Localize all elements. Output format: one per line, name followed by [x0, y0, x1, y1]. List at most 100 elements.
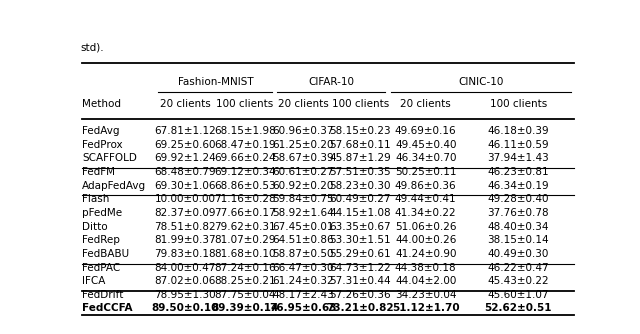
Text: 51.06±0.26: 51.06±0.26: [395, 222, 456, 232]
Text: 48.40±0.34: 48.40±0.34: [488, 222, 549, 232]
Text: 64.73±1.22: 64.73±1.22: [330, 263, 391, 273]
Text: 46.22±0.47: 46.22±0.47: [488, 263, 549, 273]
Text: 88.25±0.21: 88.25±0.21: [214, 276, 275, 286]
Text: AdapFedAvg: AdapFedAvg: [82, 181, 146, 191]
Text: 20 clients: 20 clients: [278, 99, 328, 109]
Text: 48.17±2.43: 48.17±2.43: [273, 290, 334, 300]
Text: 100 clients: 100 clients: [490, 99, 547, 109]
Text: 69.30±1.06: 69.30±1.06: [154, 181, 216, 191]
Text: 58.23±0.30: 58.23±0.30: [330, 181, 391, 191]
Text: 69.92±1.24: 69.92±1.24: [154, 154, 216, 164]
Text: 58.87±0.50: 58.87±0.50: [273, 249, 334, 259]
Text: FedBABU: FedBABU: [82, 249, 129, 259]
Text: 59.84±0.75: 59.84±0.75: [273, 194, 334, 204]
Text: 37.76±0.78: 37.76±0.78: [488, 208, 549, 218]
Text: 46.18±0.39: 46.18±0.39: [488, 126, 549, 136]
Text: 20 clients: 20 clients: [401, 99, 451, 109]
Text: 58.15±0.23: 58.15±0.23: [330, 126, 391, 136]
Text: 89.50±0.10: 89.50±0.10: [152, 303, 219, 313]
Text: 87.75±0.04: 87.75±0.04: [214, 290, 275, 300]
Text: 38.15±0.14: 38.15±0.14: [488, 235, 549, 245]
Text: 49.28±0.40: 49.28±0.40: [488, 194, 549, 204]
Text: 46.34±0.70: 46.34±0.70: [395, 154, 456, 164]
Text: FedCCFA: FedCCFA: [82, 303, 132, 313]
Text: std).: std).: [80, 43, 104, 53]
Text: 44.38±0.18: 44.38±0.18: [395, 263, 456, 273]
Text: 52.62±0.51: 52.62±0.51: [484, 303, 552, 313]
Text: 57.26±0.36: 57.26±0.36: [330, 290, 391, 300]
Text: 68.15±1.98: 68.15±1.98: [214, 126, 276, 136]
Text: Method: Method: [82, 99, 121, 109]
Text: 78.95±1.30: 78.95±1.30: [154, 290, 216, 300]
Text: Fashion-MNIST: Fashion-MNIST: [177, 77, 253, 88]
Text: CIFAR-10: CIFAR-10: [308, 77, 354, 88]
Text: 81.07±0.29: 81.07±0.29: [214, 235, 275, 245]
Text: 45.87±1.29: 45.87±1.29: [330, 154, 391, 164]
Text: pFedMe: pFedMe: [82, 208, 122, 218]
Text: 89.39±0.14: 89.39±0.14: [211, 303, 278, 313]
Text: FedFM: FedFM: [82, 167, 115, 177]
Text: 40.49±0.30: 40.49±0.30: [488, 249, 549, 259]
Text: Flash: Flash: [82, 194, 109, 204]
Text: FedRep: FedRep: [82, 235, 120, 245]
Text: 61.24±0.32: 61.24±0.32: [273, 276, 334, 286]
Text: 79.83±0.18: 79.83±0.18: [154, 249, 216, 259]
Text: 69.66±0.24: 69.66±0.24: [214, 154, 275, 164]
Text: 68.47±0.19: 68.47±0.19: [214, 140, 275, 150]
Text: 57.31±0.44: 57.31±0.44: [330, 276, 391, 286]
Text: 20 clients: 20 clients: [160, 99, 211, 109]
Text: 58.67±0.39: 58.67±0.39: [273, 154, 334, 164]
Text: FedPAC: FedPAC: [82, 263, 120, 273]
Text: 10.00±0.00: 10.00±0.00: [155, 194, 216, 204]
Text: 100 clients: 100 clients: [332, 99, 389, 109]
Text: 66.47±0.30: 66.47±0.30: [273, 263, 334, 273]
Text: 68.48±0.79: 68.48±0.79: [154, 167, 216, 177]
Text: 44.00±0.26: 44.00±0.26: [395, 235, 456, 245]
Text: 60.61±0.27: 60.61±0.27: [273, 167, 334, 177]
Text: 69.12±0.34: 69.12±0.34: [214, 167, 275, 177]
Text: 45.43±0.22: 45.43±0.22: [488, 276, 549, 286]
Text: 50.25±0.11: 50.25±0.11: [395, 167, 456, 177]
Text: 60.49±0.27: 60.49±0.27: [330, 194, 391, 204]
Text: 46.34±0.19: 46.34±0.19: [488, 181, 549, 191]
Text: 34.23±0.04: 34.23±0.04: [395, 290, 456, 300]
Text: 78.51±0.82: 78.51±0.82: [154, 222, 216, 232]
Text: 87.02±0.06: 87.02±0.06: [154, 276, 216, 286]
Text: 84.00±0.47: 84.00±0.47: [154, 263, 216, 273]
Text: FedAvg: FedAvg: [82, 126, 120, 136]
Text: 57.68±0.11: 57.68±0.11: [330, 140, 391, 150]
Text: SCAFFOLD: SCAFFOLD: [82, 154, 137, 164]
Text: 64.51±0.86: 64.51±0.86: [273, 235, 334, 245]
Text: 58.92±1.64: 58.92±1.64: [273, 208, 334, 218]
Text: CINIC-10: CINIC-10: [459, 77, 504, 88]
Text: 49.69±0.16: 49.69±0.16: [395, 126, 456, 136]
Text: 37.94±1.43: 37.94±1.43: [487, 154, 549, 164]
Text: 81.68±0.10: 81.68±0.10: [214, 249, 275, 259]
Text: 44.15±1.08: 44.15±1.08: [330, 208, 391, 218]
Text: 73.21±0.82: 73.21±0.82: [326, 303, 394, 313]
Text: Ditto: Ditto: [82, 222, 108, 232]
Text: 81.99±0.37: 81.99±0.37: [154, 235, 216, 245]
Text: 77.66±0.17: 77.66±0.17: [214, 208, 275, 218]
Text: IFCA: IFCA: [82, 276, 106, 286]
Text: 69.25±0.60: 69.25±0.60: [154, 140, 216, 150]
Text: FedDrift: FedDrift: [82, 290, 124, 300]
Text: 51.12±1.70: 51.12±1.70: [392, 303, 460, 313]
Text: 41.24±0.90: 41.24±0.90: [395, 249, 456, 259]
Text: 63.35±0.67: 63.35±0.67: [330, 222, 391, 232]
Text: 57.51±0.35: 57.51±0.35: [330, 167, 391, 177]
Text: 44.04±2.00: 44.04±2.00: [395, 276, 456, 286]
Text: 46.23±0.81: 46.23±0.81: [488, 167, 549, 177]
Text: 46.11±0.59: 46.11±0.59: [488, 140, 549, 150]
Text: 60.92±0.20: 60.92±0.20: [273, 181, 334, 191]
Text: 67.45±0.01: 67.45±0.01: [273, 222, 334, 232]
Text: 68.86±0.53: 68.86±0.53: [214, 181, 275, 191]
Text: 49.86±0.36: 49.86±0.36: [395, 181, 456, 191]
Text: 67.81±1.12: 67.81±1.12: [154, 126, 216, 136]
Text: 71.16±0.28: 71.16±0.28: [214, 194, 275, 204]
Text: 79.62±0.31: 79.62±0.31: [214, 222, 275, 232]
Text: 49.45±0.40: 49.45±0.40: [395, 140, 456, 150]
Text: 82.37±0.09: 82.37±0.09: [154, 208, 216, 218]
Text: 60.96±0.37: 60.96±0.37: [273, 126, 334, 136]
Text: 55.29±0.61: 55.29±0.61: [330, 249, 391, 259]
